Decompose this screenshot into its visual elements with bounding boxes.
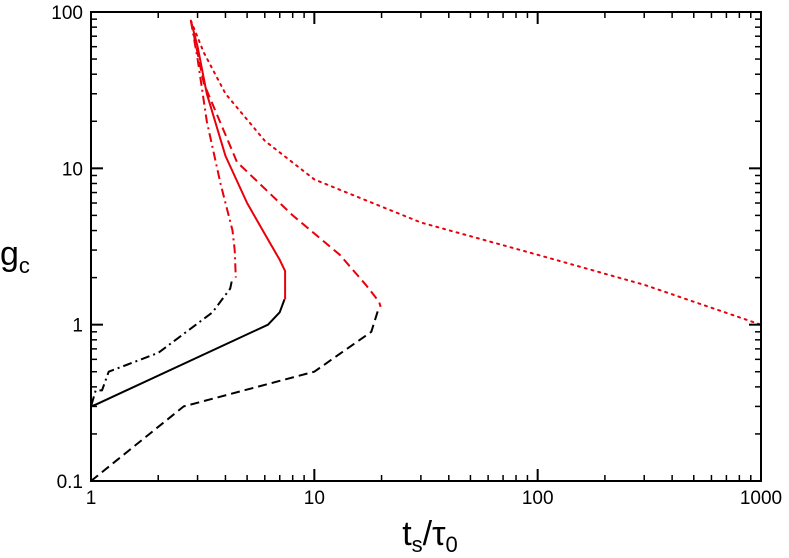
y-tick-label: 10 [62, 159, 83, 180]
series-line-6 [189, 20, 237, 278]
series-line-7 [189, 19, 762, 326]
series-line-4 [189, 20, 287, 300]
x-tick-label: 10 [304, 488, 325, 509]
plot-series [90, 19, 762, 482]
y-tick-label: 1 [72, 316, 83, 337]
x-tick-label: 100 [522, 488, 554, 509]
y-axis-label: gc [0, 235, 30, 278]
series-line-3 [90, 277, 234, 481]
x-tick-label: 1000 [740, 488, 782, 509]
x-axis-label: ts/τ0 [402, 515, 458, 557]
y-tick-label: 100 [51, 3, 83, 24]
series-line-2 [90, 306, 381, 482]
y-tick-label: 0.1 [57, 472, 83, 493]
plot-frame [90, 11, 762, 482]
series-line-5 [189, 20, 382, 308]
x-tick-label: 1 [86, 488, 97, 509]
